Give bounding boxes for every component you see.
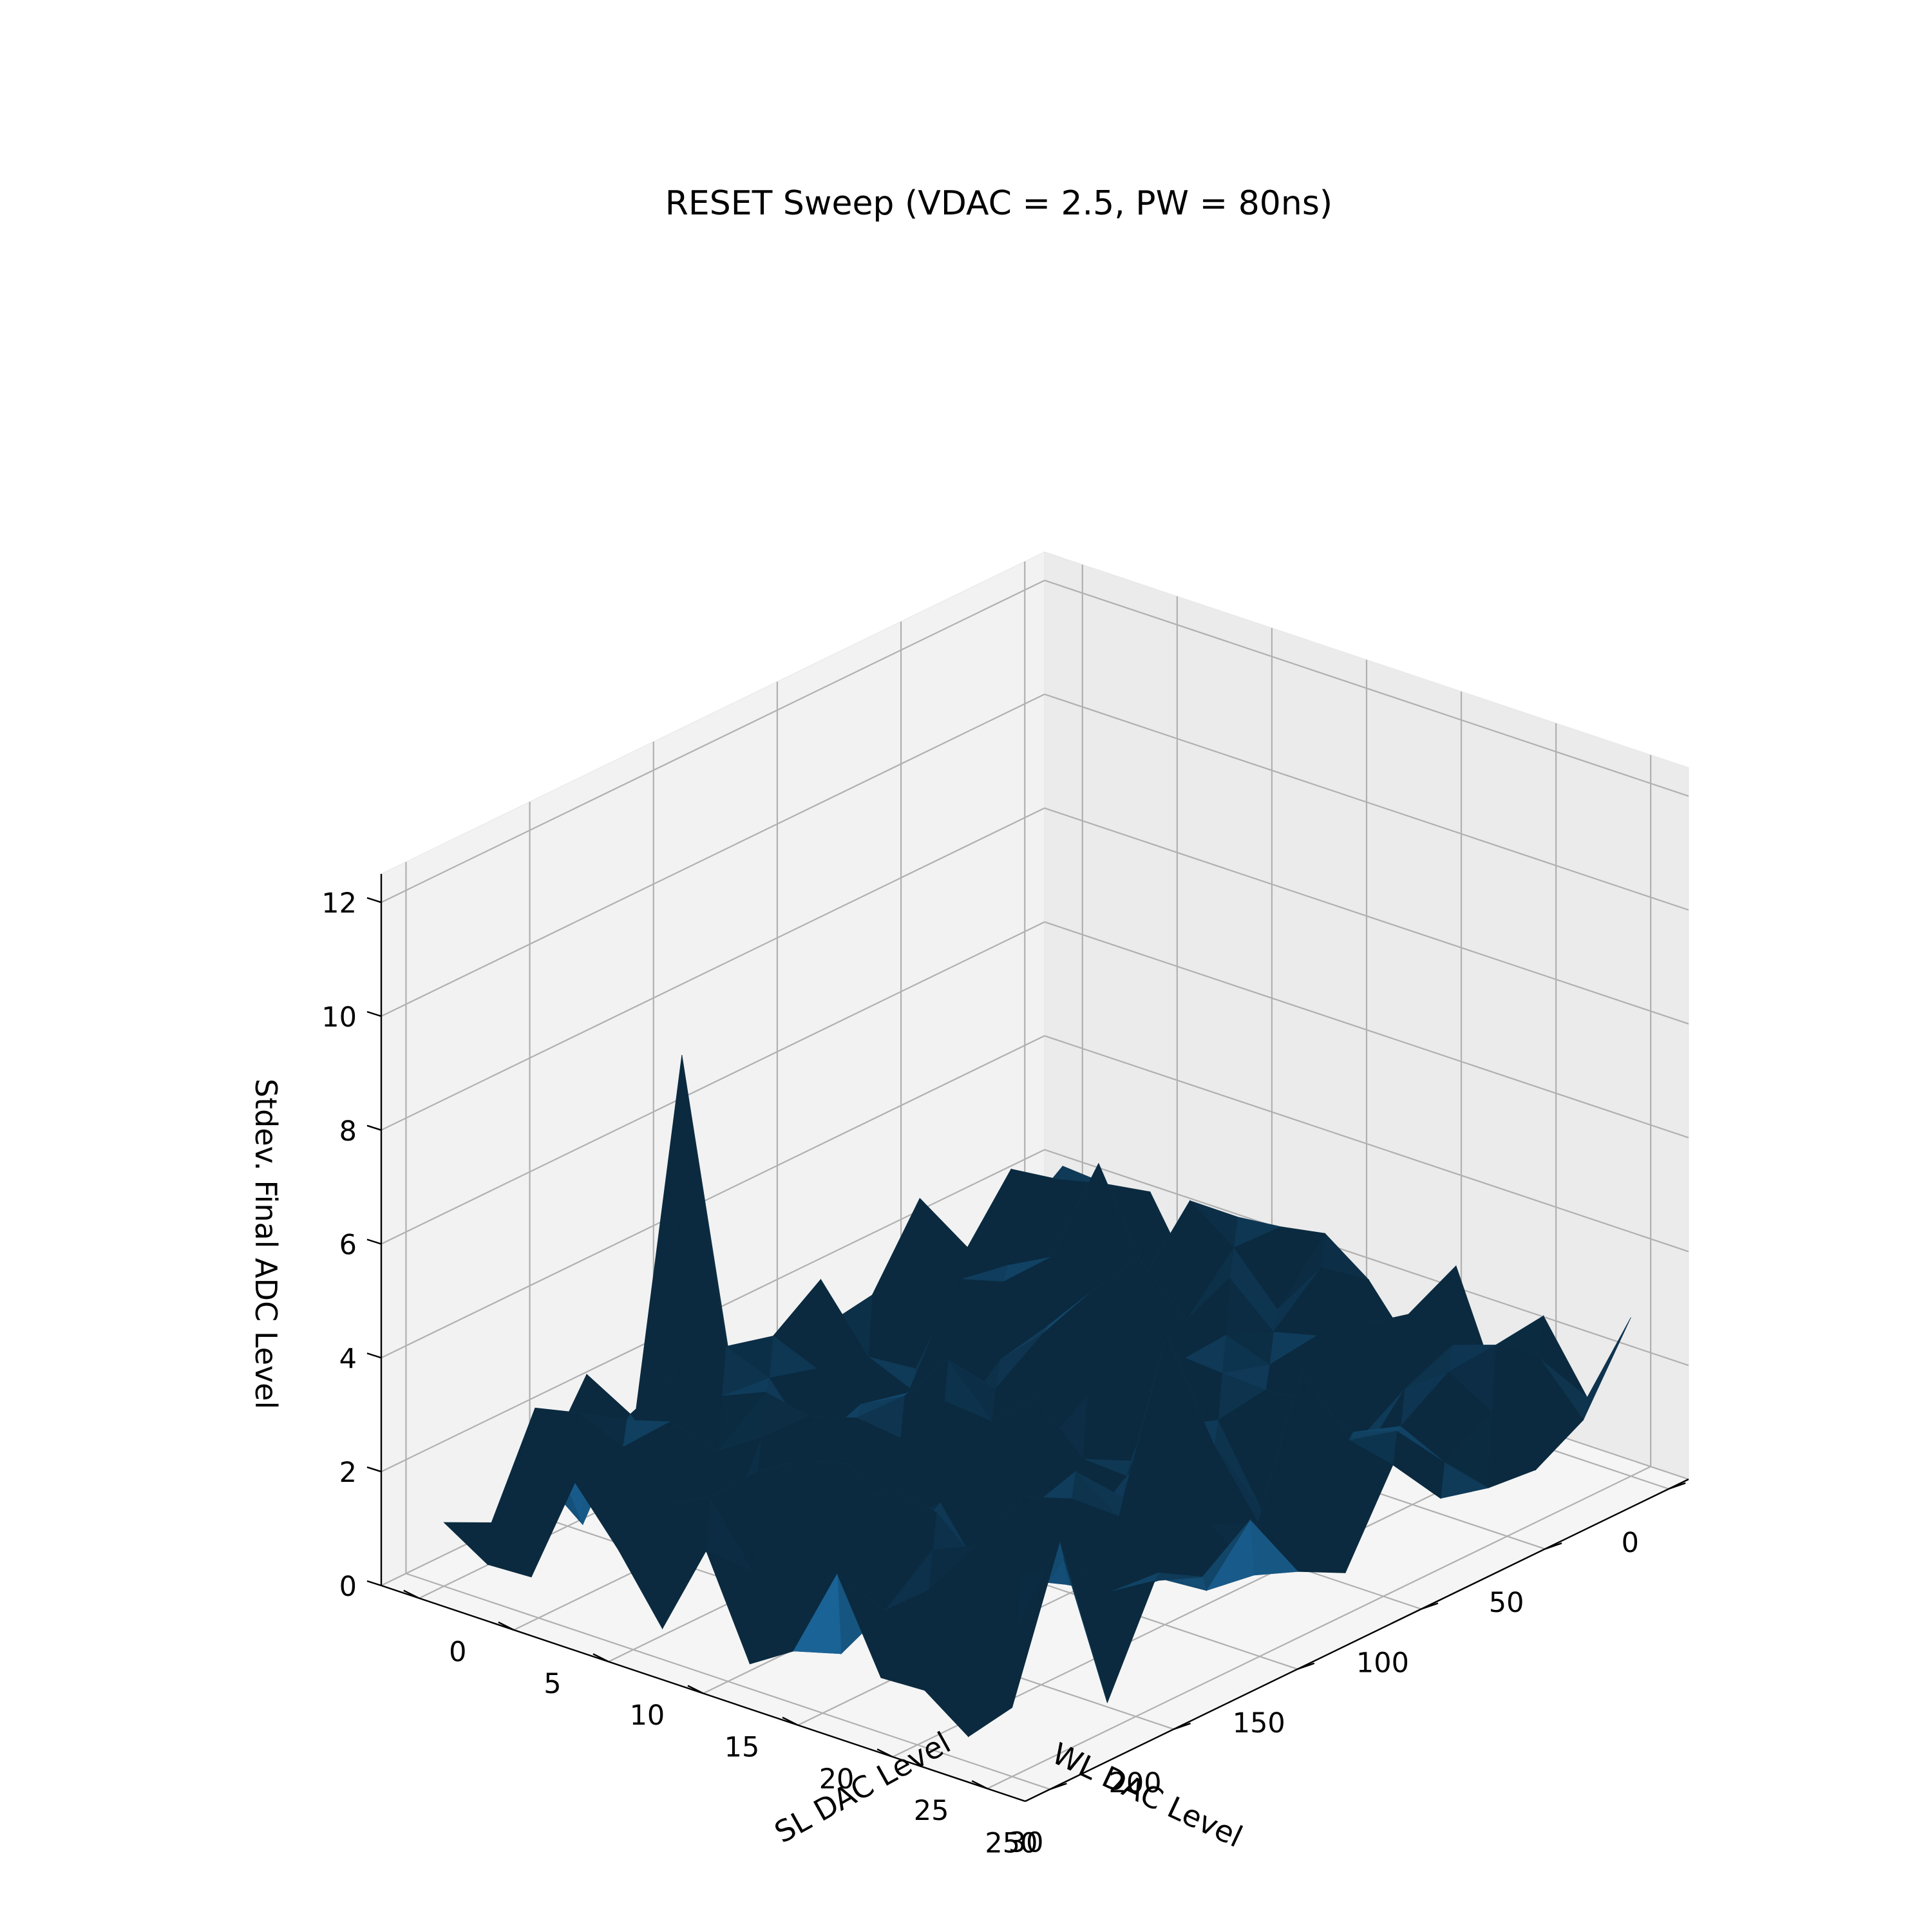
grid-line-z-wl (381, 921, 1045, 1245)
tick-label-wl: 150 (1233, 1707, 1285, 1739)
tick-label-wl: 0 (1622, 1527, 1639, 1559)
grid-line-z-sl (1044, 580, 1689, 797)
grid-line-z-sl (1044, 807, 1689, 1025)
tick-mark-z (366, 897, 382, 904)
tick-label-z: 10 (321, 1001, 357, 1034)
tick-mark-z (366, 1238, 382, 1245)
tick-label-sl: 0 (449, 1636, 466, 1669)
tick-mark-wl (1421, 1602, 1439, 1610)
tick-label-sl: 20 (819, 1763, 855, 1795)
tick-label-z: 8 (339, 1115, 357, 1148)
chart-title: RESET Sweep (VDAC = 2.5, PW = 80ns) (665, 184, 1332, 223)
surface-face (749, 1444, 798, 1665)
tick-mark-z (366, 1466, 382, 1473)
tick-label-sl: 10 (630, 1700, 665, 1732)
tick-mark-z (366, 1010, 382, 1018)
x-axis-label: WL DAC Level (1046, 1736, 1247, 1854)
grid-line-z-wl (381, 580, 1045, 904)
surface-face (531, 1412, 580, 1578)
surface-face (443, 1522, 492, 1566)
surface-face (880, 1590, 929, 1691)
tick-mark-sl (876, 1748, 893, 1758)
tick-mark-sl (592, 1653, 609, 1663)
tick-mark-sl (498, 1621, 515, 1631)
tick-mark-wl (1297, 1662, 1315, 1670)
surface (443, 1055, 1631, 1738)
tick-label-wl: 200 (1109, 1767, 1162, 1799)
tick-mark-z (366, 1580, 382, 1587)
tick-label-sl: 15 (724, 1732, 760, 1764)
tick-mark-sl (782, 1716, 799, 1726)
tick-mark-sl (403, 1589, 420, 1599)
tick-label-z: 4 (339, 1343, 357, 1375)
surface-face (574, 1446, 623, 1551)
surface-face (793, 1573, 842, 1654)
surface-face (967, 1628, 1016, 1738)
axis-lines (366, 874, 1689, 1803)
tick-label-z: 12 (321, 887, 357, 920)
tick-label-sl: 25 (914, 1795, 949, 1827)
tick-label-wl: 50 (1489, 1587, 1524, 1619)
surface-face (705, 1550, 754, 1664)
grid-line-z-wl (381, 694, 1045, 1017)
grid-line-z-wl (381, 807, 1045, 1131)
grid-line-z-sl (1044, 1149, 1689, 1367)
grid-line-z-sl (1044, 921, 1689, 1139)
grid-line-z-wl (381, 1035, 1045, 1359)
tick-label-z: 6 (339, 1229, 357, 1262)
tick-label-z: 2 (339, 1457, 357, 1489)
grid-line-z-sl (1044, 693, 1689, 911)
tick-label-wl: 250 (985, 1827, 1037, 1859)
tick-label-z: 0 (339, 1571, 357, 1603)
grid-line-z-sl (1044, 1035, 1689, 1253)
tick-mark-sl (971, 1780, 988, 1790)
tick-mark-wl (1173, 1722, 1191, 1730)
surface-face (487, 1408, 536, 1578)
tick-mark-z (366, 1352, 382, 1359)
tick-label-sl: 30 (1009, 1826, 1044, 1859)
surface-face (924, 1678, 973, 1738)
tick-mark-wl (1544, 1542, 1562, 1550)
surface-face (662, 1497, 710, 1629)
tick-mark-sl (687, 1685, 704, 1694)
grid-line-sl-floor (987, 1466, 1651, 1790)
surface-face (618, 1505, 667, 1630)
tick-mark-wl (1668, 1482, 1686, 1490)
axis-line-wl (1025, 1478, 1689, 1803)
surface-face (837, 1573, 886, 1678)
z-axis-label: Stdev. Final ADC Level (249, 1079, 283, 1409)
tick-label-wl: 100 (1356, 1647, 1409, 1679)
tick-label-sl: 5 (544, 1668, 561, 1700)
tick-mark-wl (1050, 1783, 1067, 1790)
tick-mark-z (366, 1124, 382, 1131)
tick-labels: 0 50 100 150 200 250 0 5 10 15 20 25 30 0 2 4 6 8 10 12 (321, 887, 1639, 1859)
